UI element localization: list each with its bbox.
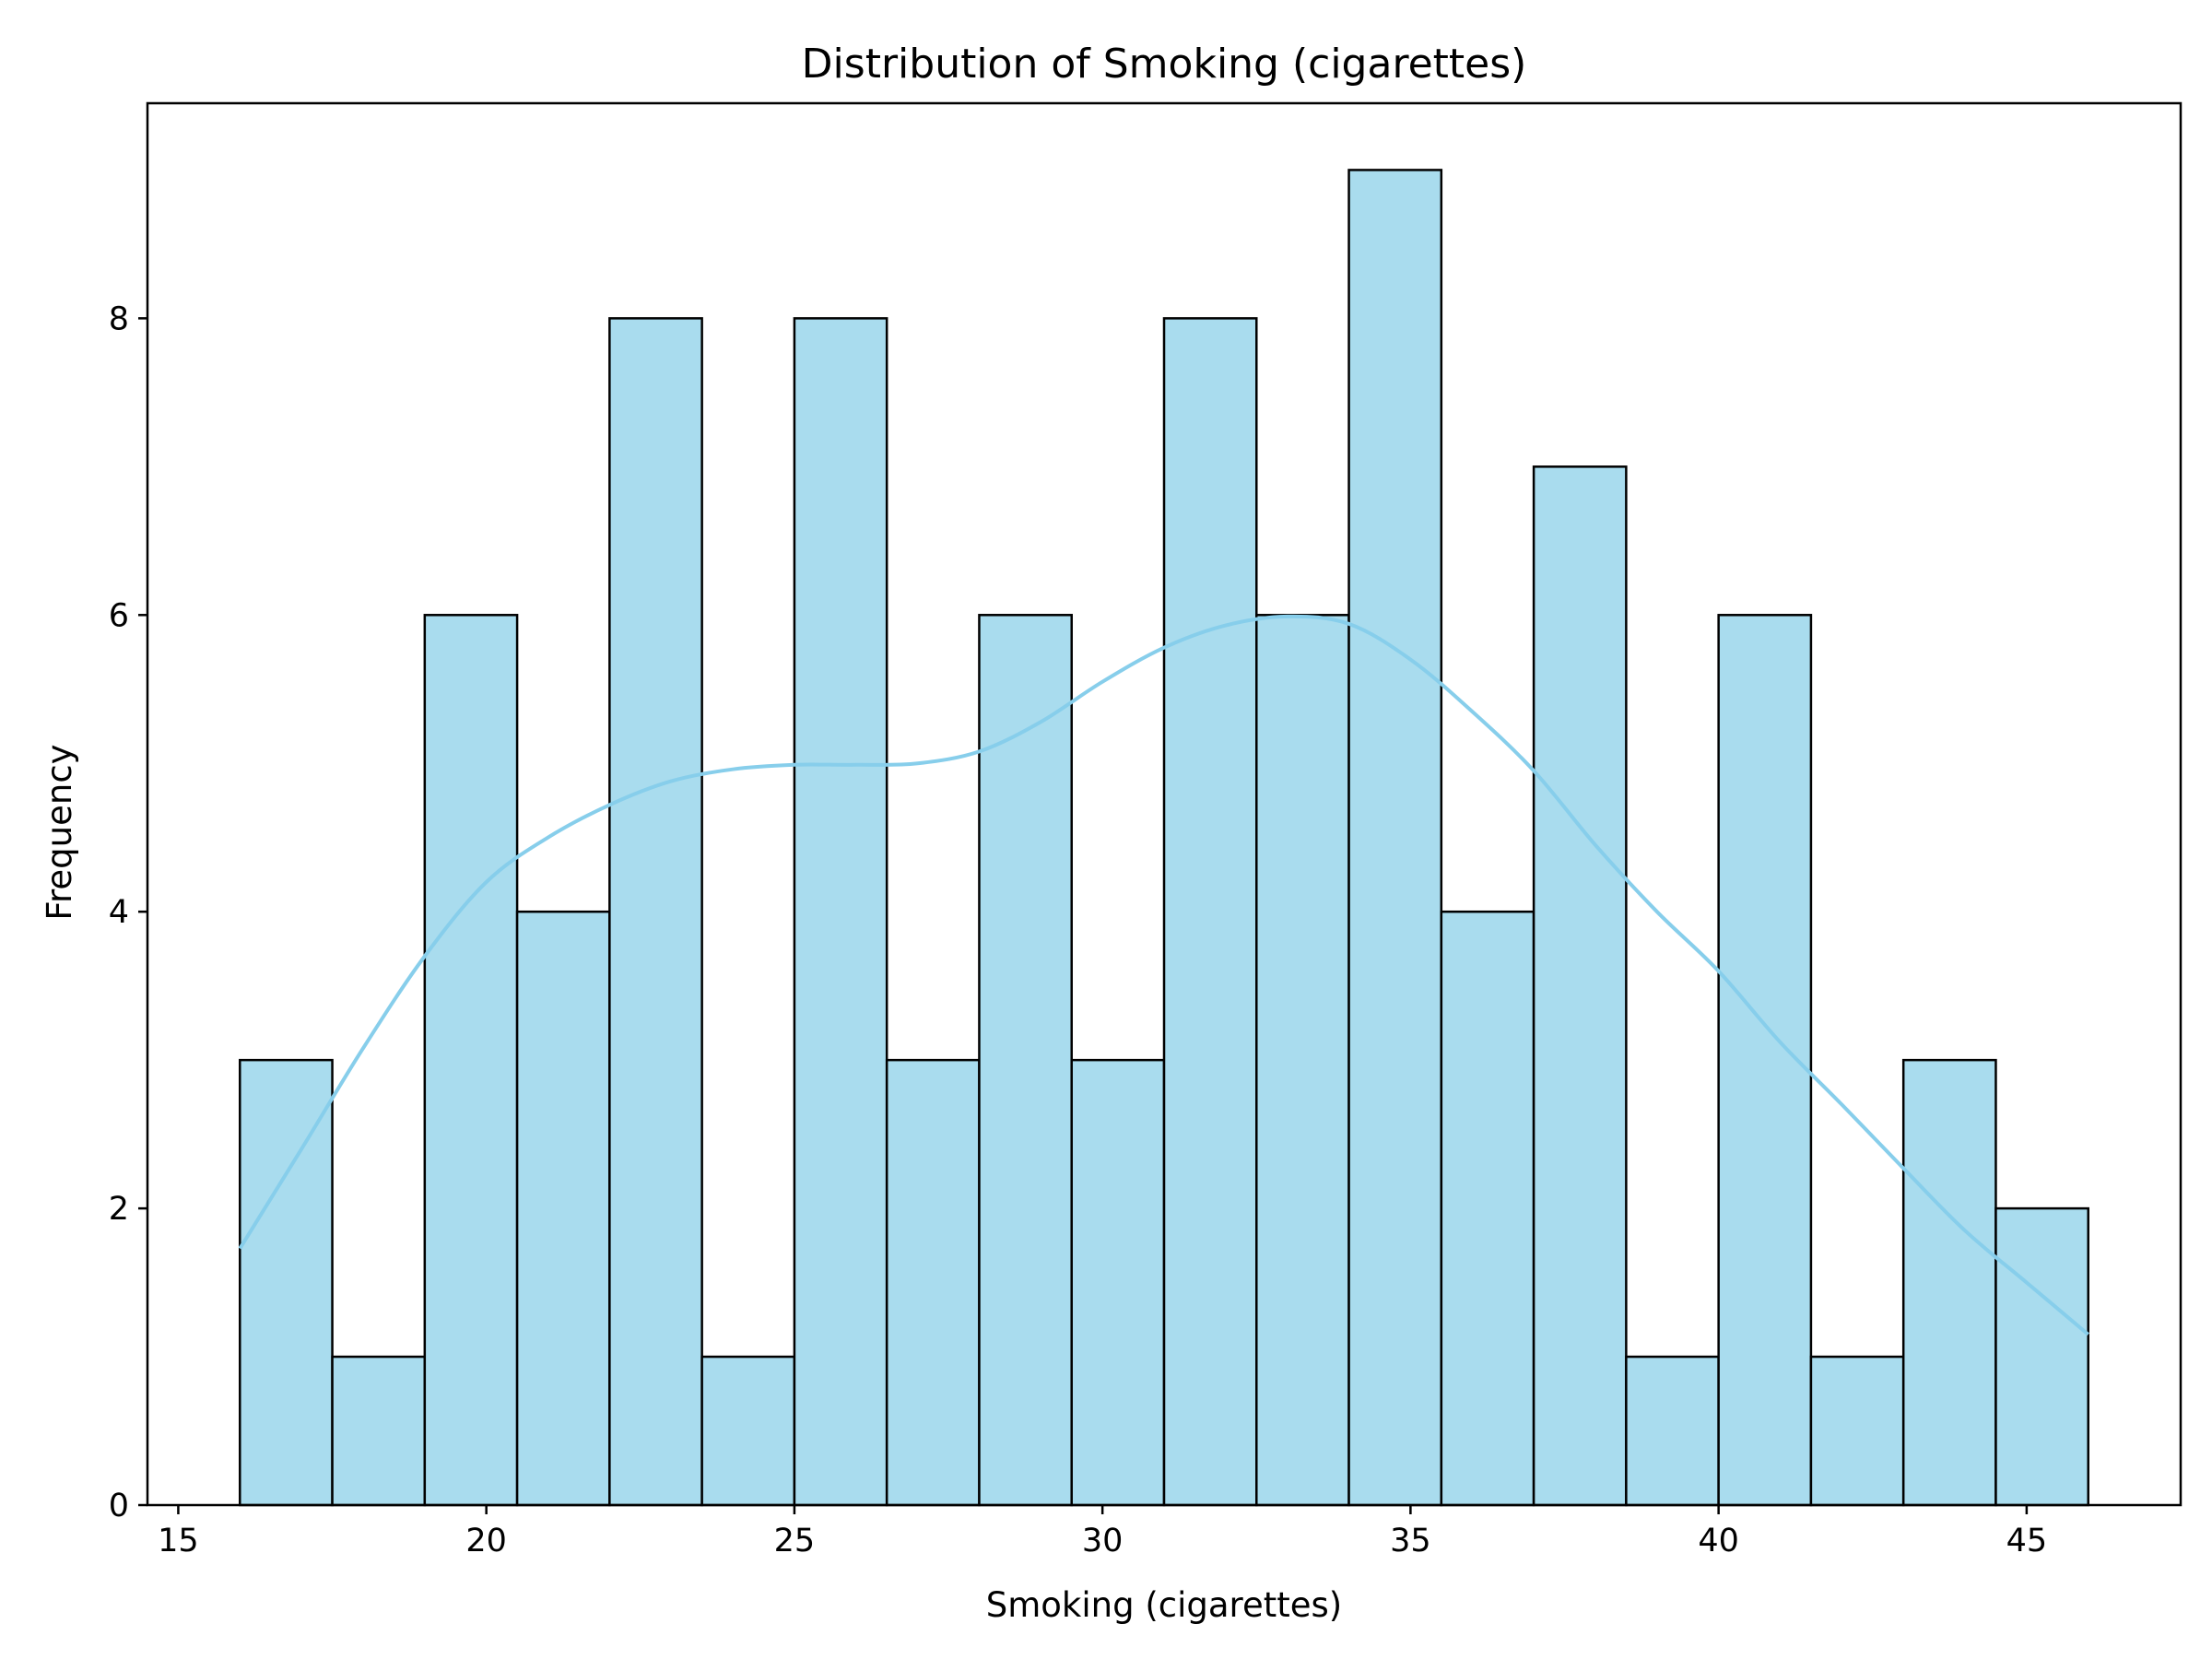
histogram-bar (1347, 169, 1443, 1507)
histogram-bar (515, 910, 611, 1507)
histogram-bar (1440, 910, 1535, 1507)
x-tick-label: 25 (774, 1523, 816, 1559)
histogram-bar (885, 1058, 981, 1507)
y-tick-label: 0 (109, 1488, 129, 1524)
histogram-bar (1070, 1058, 1166, 1507)
histogram-bar (1809, 1355, 1905, 1507)
plot-frame (146, 101, 2183, 1507)
histogram-bar (793, 317, 888, 1507)
histogram-bar (1162, 317, 1258, 1507)
x-tick-label: 35 (1390, 1523, 1431, 1559)
histogram-bar (1901, 1058, 1997, 1507)
y-tick-label: 8 (109, 300, 129, 337)
kde-curve (238, 614, 2089, 1336)
histogram-bar (1625, 1355, 1720, 1507)
y-tick-label: 2 (109, 1191, 129, 1228)
y-axis-label: Frequency (40, 744, 79, 920)
histogram-bar (331, 1355, 427, 1507)
x-tick-label: 15 (158, 1523, 199, 1559)
x-tick-label: 20 (465, 1523, 507, 1559)
histogram-bar (239, 1058, 334, 1507)
histogram-bar (1994, 1206, 2089, 1507)
y-tick-label: 4 (109, 894, 129, 931)
histogram-bars (239, 169, 2089, 1507)
histogram-bar (1532, 465, 1628, 1507)
histogram-bar (700, 1355, 796, 1507)
histogram-bar (608, 317, 703, 1507)
histogram-bar (423, 614, 519, 1507)
histogram-bar (1255, 614, 1350, 1507)
x-tick-label: 30 (1082, 1523, 1124, 1559)
x-axis-label: Smoking (cigarettes) (986, 1585, 1342, 1625)
chart-title: Distribution of Smoking (cigarettes) (802, 41, 1527, 88)
y-axis-ticks: 0 2 4 6 8 (109, 300, 147, 1524)
x-tick-label: 45 (2006, 1523, 2048, 1559)
x-tick-label: 40 (1698, 1523, 1739, 1559)
histogram-bar (978, 614, 1073, 1507)
y-tick-label: 6 (109, 597, 129, 634)
x-axis-ticks: 15 20 25 30 35 40 45 (158, 1505, 2047, 1559)
